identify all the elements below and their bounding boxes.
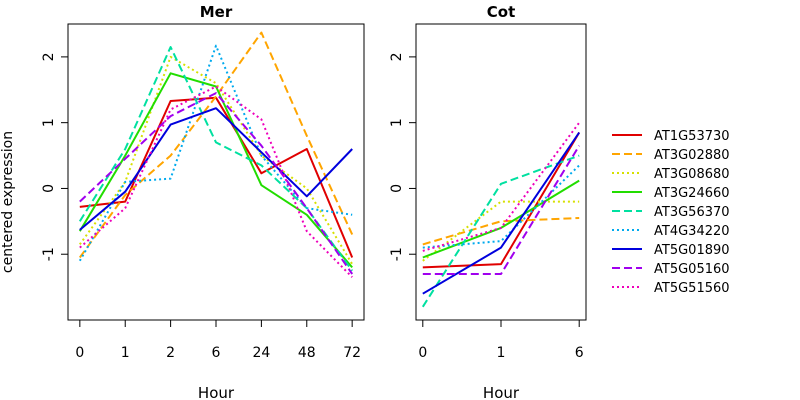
legend-label: AT3G56370: [654, 205, 730, 220]
x-tick-label: 24: [252, 345, 270, 361]
x-tick-label: 2: [166, 345, 175, 361]
y-tick-label: 0: [389, 184, 405, 193]
series-line-at3g02880: [78, 31, 354, 259]
legend-label: AT5G01890: [654, 243, 730, 258]
series-line-at5g05160: [422, 145, 581, 275]
x-tick-label: 0: [75, 345, 84, 361]
series-line-at5g51560: [79, 85, 353, 278]
y-tick-label: 2: [41, 52, 57, 61]
series-line-at4g34220: [78, 44, 353, 262]
legend-label: AT5G51560: [654, 281, 730, 296]
x-tick-label: 1: [497, 345, 506, 361]
y-tick-label: 2: [389, 52, 405, 61]
series-line-at3g24660: [78, 72, 353, 269]
legend-label: AT3G24660: [654, 186, 730, 201]
x-tick-label: 1: [121, 345, 130, 361]
series-line-at5g01890: [79, 107, 353, 231]
x-tick-label: 6: [212, 345, 221, 361]
series-line-at5g01890: [422, 131, 581, 295]
y-tick-label: -1: [389, 247, 405, 261]
y-tick-label: -1: [41, 247, 57, 261]
plot-frame: [67, 23, 365, 321]
panel-title: Mer: [200, 3, 233, 21]
x-tick-label: 6: [575, 345, 584, 361]
panel-mer: Mer 0 1 2 6 24 48 72 Hour -1 0 1 2: [41, 3, 365, 400]
y-tick-label: 0: [41, 184, 57, 193]
series-line-at3g08680: [422, 200, 580, 262]
panel-cot: Cot 0 1 6 Hour -1 0 1 2: [389, 3, 587, 400]
x-axis-label: Hour: [483, 384, 520, 400]
legend-label: AT3G08680: [654, 167, 730, 182]
y-axis-label: centered expression: [0, 131, 16, 273]
x-tick-label: 48: [298, 345, 316, 361]
series-line-at4g34220: [422, 164, 580, 249]
series-line-at5g51560: [422, 122, 581, 252]
panel-title: Cot: [487, 3, 515, 21]
y-tick-label: 1: [389, 118, 405, 127]
series-line-at3g02880: [422, 217, 580, 246]
legend-label: AT4G34220: [654, 224, 730, 239]
x-axis-label: Hour: [198, 384, 235, 400]
y-tick-label: 1: [41, 118, 57, 127]
x-tick-label: 0: [418, 345, 427, 361]
x-tick-label: 72: [343, 345, 361, 361]
legend-label: AT1G53730: [654, 129, 730, 144]
series-line-at5g05160: [79, 92, 354, 275]
series-line-at3g56370: [421, 154, 580, 308]
legend-label: AT3G02880: [654, 148, 730, 163]
legend-label: AT5G05160: [654, 262, 730, 277]
legend: AT1G53730 AT3G02880 AT3G08680 AT3G24660 AT3G…: [612, 129, 730, 296]
series-line-at1g53730: [79, 96, 354, 258]
